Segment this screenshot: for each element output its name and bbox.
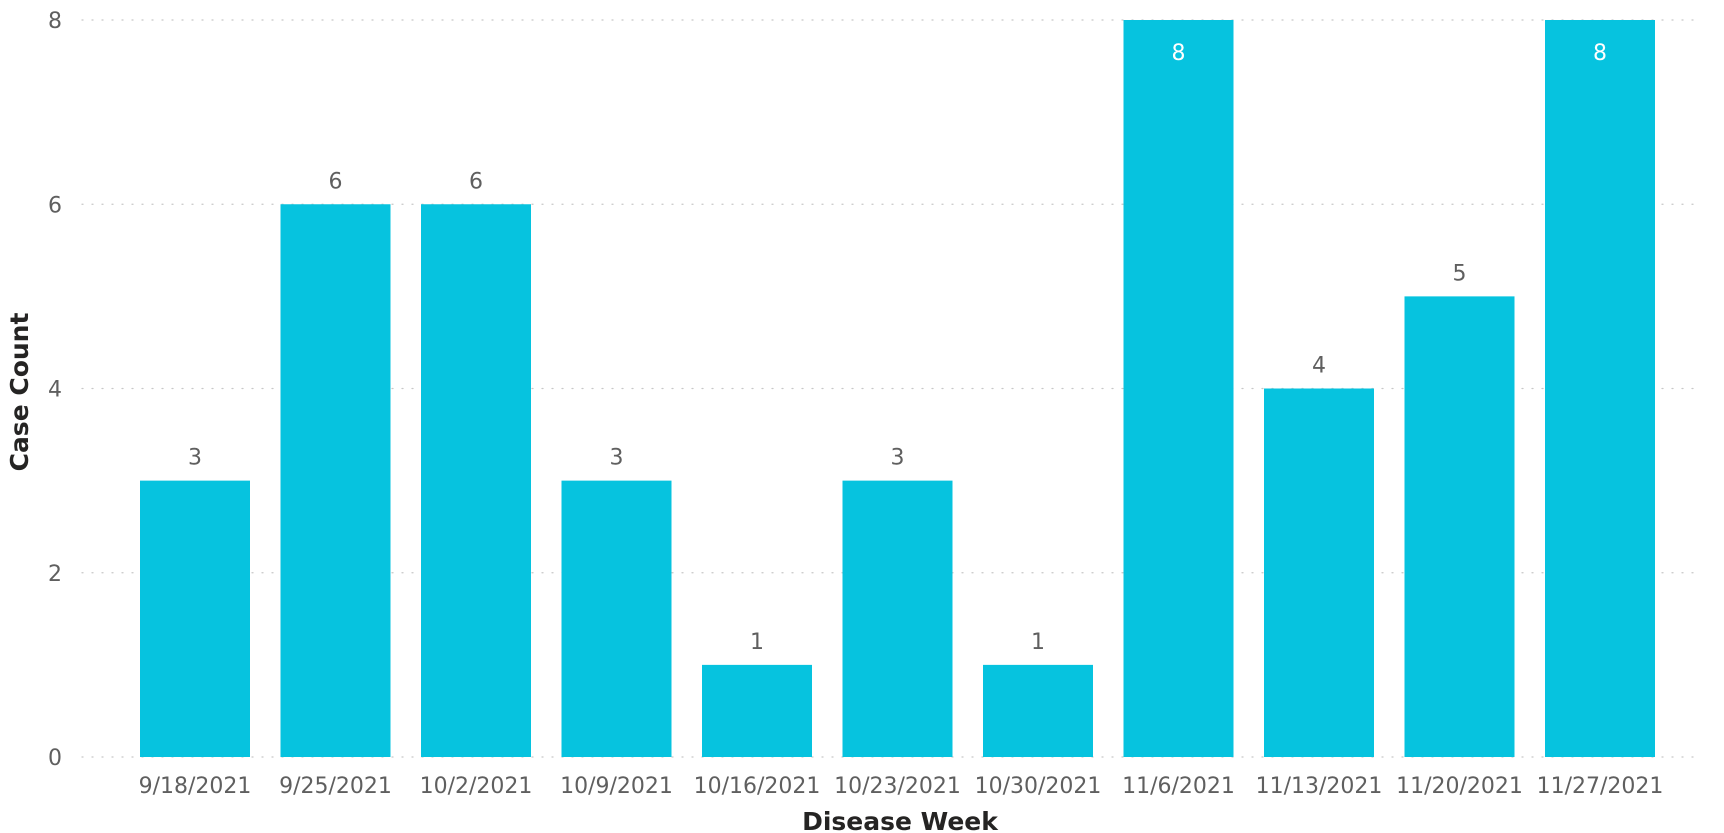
data-label: 1 <box>1031 630 1045 655</box>
x-axis-title: Disease Week <box>802 807 999 833</box>
y-axis-title: Case Count <box>5 313 34 472</box>
bar[interactable] <box>280 204 391 757</box>
y-tick-label: 8 <box>48 9 62 34</box>
x-tick-label: 10/16/2021 <box>694 774 821 799</box>
y-axis-ticks: 0 2 4 6 8 <box>48 9 62 771</box>
y-tick-label: 2 <box>48 562 62 587</box>
data-label: 6 <box>329 169 343 194</box>
data-label: 8 <box>1172 41 1186 66</box>
x-tick-label: 11/13/2021 <box>1256 774 1383 799</box>
bar[interactable] <box>140 480 250 757</box>
bar[interactable] <box>1545 20 1655 757</box>
bar[interactable] <box>842 480 953 757</box>
data-label: 3 <box>610 446 624 471</box>
x-axis-ticks: 9/18/2021 9/25/2021 10/2/2021 10/9/2021 10/1… <box>139 774 1664 799</box>
bar[interactable] <box>1264 388 1374 758</box>
data-label: 1 <box>750 630 764 655</box>
y-tick-label: 4 <box>48 378 62 403</box>
data-label: 3 <box>188 446 202 471</box>
bars <box>140 20 1655 757</box>
bar[interactable] <box>983 664 1093 757</box>
x-tick-label: 11/20/2021 <box>1396 774 1523 799</box>
x-tick-label: 11/6/2021 <box>1122 774 1235 799</box>
data-label: 3 <box>891 446 905 471</box>
data-label: 5 <box>1453 261 1467 286</box>
bar[interactable] <box>561 480 672 757</box>
x-tick-label: 9/18/2021 <box>139 774 252 799</box>
bar[interactable] <box>421 204 531 757</box>
bar[interactable] <box>1404 296 1515 757</box>
x-tick-label: 11/27/2021 <box>1537 774 1664 799</box>
data-label: 4 <box>1312 354 1326 379</box>
bar[interactable] <box>702 664 812 757</box>
y-tick-label: 0 <box>48 746 62 771</box>
y-tick-label: 6 <box>48 193 62 218</box>
x-tick-label: 10/9/2021 <box>560 774 673 799</box>
data-labels: 3 6 6 3 1 3 1 8 4 5 8 <box>188 41 1607 655</box>
data-label: 6 <box>469 169 483 194</box>
x-tick-label: 10/23/2021 <box>834 774 961 799</box>
x-tick-label: 10/2/2021 <box>420 774 533 799</box>
data-label: 8 <box>1593 41 1607 66</box>
x-tick-label: 10/30/2021 <box>975 774 1102 799</box>
bar[interactable] <box>1123 20 1234 757</box>
x-tick-label: 9/25/2021 <box>279 774 392 799</box>
